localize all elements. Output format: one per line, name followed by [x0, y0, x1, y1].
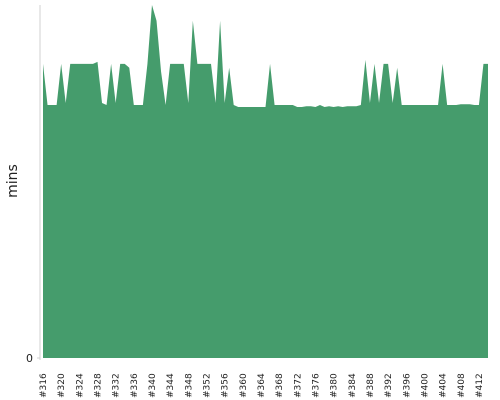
x-tick-label: #380 [330, 373, 340, 398]
x-tick-label: #404 [439, 373, 449, 398]
x-tick-label: #356 [221, 373, 231, 398]
x-tick-label: #400 [420, 373, 430, 398]
x-tick-label: #328 [93, 373, 103, 398]
x-tick-label: #352 [202, 373, 212, 398]
area [43, 5, 488, 358]
x-tick-label: #396 [402, 373, 412, 398]
x-tick-label: #336 [130, 373, 140, 398]
x-tick-label: #324 [75, 373, 85, 398]
x-tick-label: #376 [311, 373, 321, 398]
x-tick-label: #408 [457, 373, 467, 398]
x-tick-label: #364 [257, 373, 267, 398]
y-tick-label: 0 [26, 352, 33, 365]
x-tick-label: #372 [293, 373, 303, 398]
x-tick-label: #320 [57, 373, 67, 398]
x-tick-label: #360 [239, 373, 249, 398]
x-tick-label: #348 [184, 373, 194, 398]
x-tick-label: #412 [475, 373, 485, 398]
x-tick-label: #384 [348, 373, 358, 398]
x-tick-label: #332 [112, 373, 122, 398]
x-tick-label: #344 [166, 373, 176, 398]
x-tick-label: #388 [366, 373, 376, 398]
x-tick-label: #368 [275, 373, 285, 398]
x-tick-label: #392 [384, 373, 394, 398]
y-axis-label: mins [5, 164, 21, 198]
x-tick-label: #316 [39, 373, 49, 398]
x-tick-label: #340 [148, 373, 158, 398]
